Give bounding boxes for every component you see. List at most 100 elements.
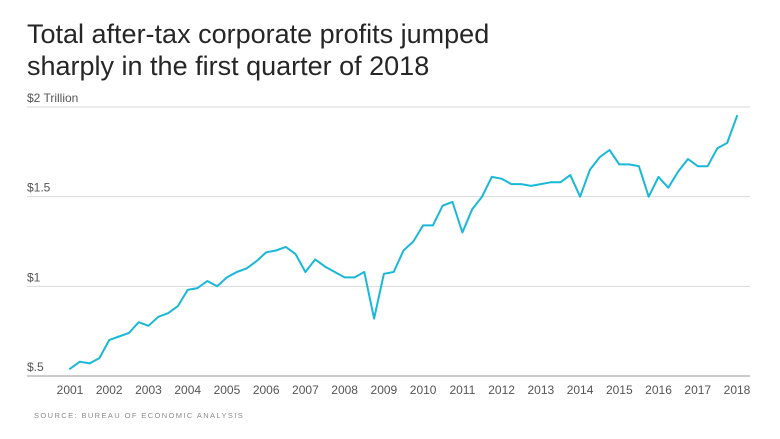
x-tick-label: 2010 xyxy=(410,383,437,397)
data-point xyxy=(373,318,375,320)
x-tick-label: 2008 xyxy=(331,383,358,397)
data-point xyxy=(314,258,316,260)
data-point xyxy=(147,325,150,327)
data-point xyxy=(520,183,522,185)
data-point xyxy=(128,332,130,334)
data-point xyxy=(550,181,552,183)
data-point xyxy=(589,169,591,171)
data-point xyxy=(638,165,640,167)
data-point xyxy=(736,115,738,117)
data-point xyxy=(707,165,709,167)
data-point xyxy=(530,185,532,187)
data-point xyxy=(501,178,503,180)
data-point xyxy=(265,251,267,253)
chart-series xyxy=(69,115,738,370)
y-tick-label: $1.5 xyxy=(27,181,51,195)
data-point xyxy=(393,271,395,273)
data-point xyxy=(471,208,473,210)
x-tick-label: 2011 xyxy=(449,383,475,397)
x-tick-label: 2018 xyxy=(724,383,751,397)
x-tick-label: 2002 xyxy=(96,383,123,397)
data-point xyxy=(236,271,238,273)
x-axis-labels: 2001 2002 2003 2004 2005 2006 2007 2008 2009 2010… xyxy=(57,383,751,397)
data-point xyxy=(98,357,100,359)
data-point xyxy=(451,201,454,203)
data-point xyxy=(138,321,140,323)
data-point xyxy=(177,305,179,307)
data-point xyxy=(157,316,159,318)
data-point xyxy=(677,171,679,173)
data-point xyxy=(628,163,630,165)
chart-title: Total after-tax corporate profits jumped… xyxy=(27,18,627,82)
data-point xyxy=(618,163,620,165)
data-point xyxy=(285,246,287,248)
data-point xyxy=(608,149,611,151)
data-point xyxy=(648,196,650,198)
chart-title-line-2: sharply in the first quarter of 2018 xyxy=(27,51,430,81)
data-point xyxy=(344,276,346,278)
x-tick-label: 2003 xyxy=(135,383,162,397)
data-point xyxy=(510,183,512,185)
data-point xyxy=(442,205,444,207)
data-point xyxy=(697,165,699,167)
data-point xyxy=(187,289,189,291)
data-point xyxy=(599,156,601,158)
data-point xyxy=(657,176,660,178)
data-point xyxy=(461,231,463,234)
data-point xyxy=(491,176,493,178)
y-tick-label: $1 xyxy=(27,270,41,284)
data-point xyxy=(353,276,356,278)
x-tick-label: 2015 xyxy=(606,383,633,397)
data-point xyxy=(667,187,669,189)
x-tick-label: 2001 xyxy=(57,383,84,397)
y-axis-labels: $.5 $1 $1.5 $2 Trillion xyxy=(27,91,78,374)
data-point xyxy=(383,273,385,275)
x-tick-label: 2005 xyxy=(214,383,241,397)
data-point xyxy=(108,339,110,341)
data-point xyxy=(422,224,424,226)
x-tick-label: 2014 xyxy=(567,383,594,397)
data-point xyxy=(206,280,208,282)
x-tick-label: 2013 xyxy=(527,383,554,397)
source-note: SOURCE: BUREAU OF ECONOMIC ANALYSIS xyxy=(34,411,245,420)
data-point xyxy=(118,335,120,338)
data-point xyxy=(196,287,199,289)
data-point xyxy=(481,196,483,198)
x-tick-label: 2007 xyxy=(292,383,319,397)
data-point xyxy=(275,249,277,252)
chart-title-line-1: Total after-tax corporate profits jumped xyxy=(27,19,490,49)
data-point xyxy=(226,276,228,278)
x-tick-label: 2016 xyxy=(645,383,672,397)
data-point xyxy=(569,174,571,176)
data-point xyxy=(69,368,71,370)
data-point xyxy=(334,271,336,273)
data-point xyxy=(579,196,581,198)
data-point xyxy=(412,240,414,243)
x-tick-label: 2009 xyxy=(371,383,398,397)
x-tick-label: 2004 xyxy=(174,383,201,397)
data-point xyxy=(324,266,326,268)
data-point xyxy=(726,142,728,144)
y-tick-label: $2 Trillion xyxy=(27,91,78,105)
data-point xyxy=(167,312,169,314)
data-point xyxy=(216,285,218,287)
data-point xyxy=(255,260,257,262)
chart-gridlines xyxy=(27,106,750,377)
x-tick-label: 2017 xyxy=(684,383,711,397)
x-tick-label: 2006 xyxy=(253,383,280,397)
data-point xyxy=(79,361,81,363)
data-point xyxy=(559,181,562,183)
data-point xyxy=(304,271,306,273)
data-point xyxy=(295,253,297,255)
data-point xyxy=(246,267,248,269)
data-point xyxy=(540,183,542,185)
y-tick-label: $.5 xyxy=(27,360,44,374)
data-point xyxy=(716,147,719,149)
data-point xyxy=(687,158,689,160)
data-point xyxy=(89,362,91,364)
data-point xyxy=(402,249,405,252)
series-line xyxy=(69,115,738,370)
data-point xyxy=(432,224,434,226)
x-tick-label: 2012 xyxy=(488,383,515,397)
